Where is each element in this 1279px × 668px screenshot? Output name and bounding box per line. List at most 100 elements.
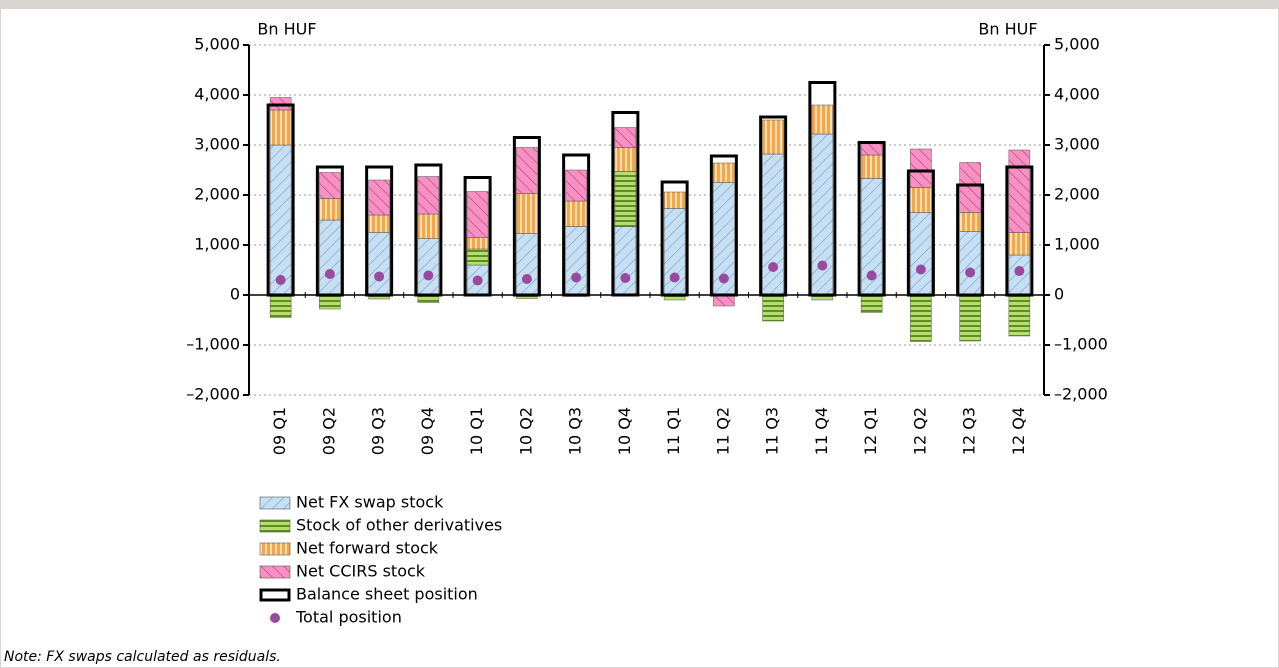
y-tick-label: 0 [230,285,240,304]
bar-segment [959,212,981,232]
bar-segment [516,233,538,296]
y-tick-label: 2,000 [194,185,240,204]
x-tick-label: 09 Q1 [270,407,289,455]
balance-sheet-outline [512,136,541,297]
balance-sheet-outline [956,183,985,297]
x-tick-label: 10 Q1 [467,407,486,455]
x-tick-label: 11 Q1 [664,407,683,455]
y2-tick-label: –1,000 [1054,335,1108,354]
x-tick-label: 12 Q1 [861,407,880,455]
y-tick-label: 1,000 [194,235,240,254]
balance-sheet-outline [709,154,738,297]
x-tick-label: 12 Q2 [910,407,929,455]
legend-swatch [259,519,291,533]
bar-segment [860,154,883,179]
y2-tick-label: 5,000 [1054,35,1100,54]
y2-tick-label: –2,000 [1054,385,1108,404]
frame [0,7,1279,668]
x-tick-label: 12 Q4 [1009,407,1028,455]
legend-swatch [259,588,291,602]
bar-segment [959,294,981,342]
total-position-dot [275,275,286,285]
bar-segment [713,294,735,307]
total-position-dot [768,262,779,272]
total-position-dot [866,270,877,281]
balance-sheet-outline [315,165,344,297]
x-tick-label: 09 Q3 [369,407,388,455]
bar-segment [269,144,292,296]
y-tick-label: 5,000 [194,35,240,54]
bar-segment [713,162,735,183]
bar-segment [319,294,341,310]
legend-swatch [259,496,291,510]
balance-sheet-outline [808,81,837,297]
balance-sheet-outline [266,103,295,297]
total-position-dot [374,271,385,282]
y-tick-label: –1,000 [186,335,240,354]
total-position-dot [423,270,434,281]
legend-label: Net forward stock [296,539,439,558]
bar-segment [811,133,834,296]
y-axis-label: Bn HUF [257,20,316,39]
bar-segment [269,109,292,146]
bar-segment [1008,232,1031,256]
balance-sheet-outline [365,165,394,297]
bar-segment [1008,294,1031,337]
total-position-dot [324,269,335,279]
bar-segment [417,176,440,215]
total-position-dot [718,273,729,284]
balance-sheet-outline [463,176,492,297]
legend-label: Stock of other derivatives [296,516,502,535]
bar-segment [663,191,686,209]
legend-swatch [270,613,280,623]
x-tick-label: 10 Q2 [516,407,535,455]
bar-segment [368,179,390,216]
x-tick-label: 11 Q4 [812,407,831,455]
bar-segment [910,148,932,188]
bar-segment [614,226,637,296]
bar-segment [565,226,587,296]
bar-segment [269,294,292,318]
legend-label: Total position [295,608,402,627]
top-band [0,0,1279,8]
y2-tick-label: 1,000 [1054,235,1100,254]
bar-segment [1008,149,1031,233]
x-tick-label: 09 Q2 [319,407,338,455]
bar-segment [466,237,489,250]
x-tick-label: 10 Q3 [566,407,585,455]
y2-tick-label: 2,000 [1054,185,1100,204]
y2-tick-label: 3,000 [1054,135,1100,154]
balance-sheet-outline [1005,165,1034,297]
legend-swatch [259,565,291,579]
y2-tick-label: 4,000 [1054,85,1100,104]
bar-segment [614,127,637,148]
bar-segment [466,191,489,238]
x-tick-label: 11 Q3 [763,407,782,455]
balance-sheet-outline [611,111,640,297]
total-position-dot [521,274,532,284]
y-tick-label: 3,000 [194,135,240,154]
total-position-dot [472,275,483,286]
bar-segment [860,294,883,313]
y2-tick-label: 0 [1054,285,1064,304]
balance-sheet-outline [414,163,443,297]
total-position-dot [965,267,976,278]
x-tick-label: 10 Q4 [615,407,634,455]
bar-segment [516,193,538,234]
total-position-dot [620,273,631,283]
total-position-dot [571,272,582,283]
bar-segment [417,213,440,239]
bar-segment [368,214,390,233]
balance-sheet-outline [562,153,591,297]
legend-label: Net FX swap stock [296,493,444,512]
bar-segment [565,200,587,227]
bar-segment [762,119,784,155]
bar-segment [959,231,981,296]
bar-segment [910,212,932,296]
bar-segment [860,142,883,156]
bar-segment [368,232,390,296]
bar-segment [762,153,784,296]
note: Note: FX swaps calculated as residuals. [4,649,281,665]
x-tick-label: 09 Q4 [418,407,437,455]
